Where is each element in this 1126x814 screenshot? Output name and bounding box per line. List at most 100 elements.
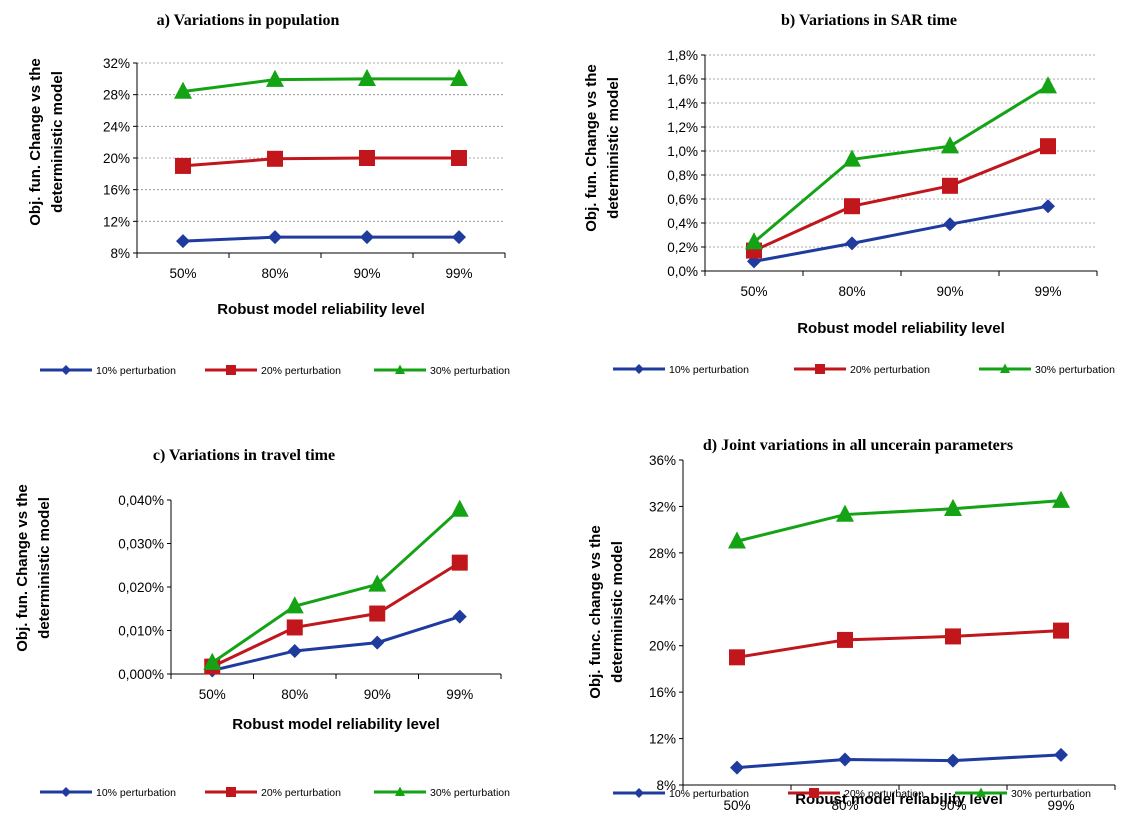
data-point [268, 230, 282, 245]
data-point [175, 157, 191, 174]
chart-title: d) Joint variations in all uncerain para… [703, 437, 1013, 454]
series-3 [745, 76, 1057, 250]
data-point [1052, 490, 1070, 508]
legend: 10% perturbation 20% perturbation 30% pert… [40, 786, 510, 799]
data-point [203, 652, 222, 670]
y-tick-label: 28% [649, 546, 676, 561]
legend-label: 10% perturbation [96, 787, 176, 799]
series-line [211, 508, 461, 664]
data-point [946, 753, 960, 768]
legend: 10% perturbation 20% perturbation 30% pert… [40, 364, 510, 377]
y-tick-label: 0,040% [118, 493, 164, 508]
x-tick-label: 80% [261, 266, 288, 281]
x-tick-label: 99% [446, 687, 473, 702]
x-tick-label: 90% [936, 284, 963, 299]
data-point [174, 81, 192, 99]
series-2 [204, 554, 468, 675]
data-point [286, 619, 303, 636]
data-point [945, 628, 961, 645]
data-point [452, 230, 466, 245]
data-point [1039, 76, 1057, 94]
y-tick-label: 32% [649, 499, 676, 514]
legend-label: 20% perturbation [261, 787, 341, 799]
legend-marker [61, 365, 71, 375]
series-3 [728, 490, 1070, 549]
legend-marker [809, 788, 819, 798]
y-tick-label: 0,2% [667, 240, 698, 255]
chart-title: a) Variations in population [157, 12, 340, 29]
legend-label: 20% perturbation [850, 364, 930, 376]
data-point [451, 554, 468, 571]
y-tick-label: 28% [103, 88, 130, 103]
series-line [753, 84, 1049, 244]
chart-title: b) Variations in SAR time [781, 12, 957, 29]
y-axis-label-line2: deterministic model [49, 71, 66, 213]
chart-svg: d) Joint variations in all uncerain para… [587, 437, 1116, 813]
data-point [369, 605, 386, 622]
chart-svg: b) Variations in SAR time 0,0% 0,2% 0,4% 0,6… [583, 12, 1115, 376]
legend-label: 20% perturbation [261, 365, 341, 377]
legend-marker [395, 786, 405, 796]
y-tick-label: 12% [649, 732, 676, 747]
data-point [941, 136, 959, 154]
chart-svg: a) Variations in population 8% 12% 16% 20% 24… [27, 12, 510, 377]
x-tick-label: 90% [939, 798, 966, 813]
chart-panel-b: b) Variations in SAR time 0,0% 0,2% 0,4% 0,6… [563, 0, 1126, 390]
x-tick-label: 80% [281, 687, 308, 702]
y-tick-label: 1,6% [667, 72, 698, 87]
y-axis-label-line2: deterministic model [36, 497, 53, 639]
x-tick-label: 99% [1034, 284, 1061, 299]
legend-label: 30% perturbation [1011, 788, 1091, 800]
series-1 [730, 747, 1068, 775]
legend-marker [815, 364, 825, 374]
y-axis-label: Obj. fun. Change vs the [14, 484, 31, 652]
legend-marker [634, 364, 644, 374]
data-point [370, 635, 385, 650]
data-point [285, 596, 304, 614]
series-line [182, 235, 459, 243]
x-tick-label: 99% [445, 266, 472, 281]
x-axis-label: Robust model reliability level [797, 320, 1005, 337]
legend-label: 30% perturbation [1035, 364, 1115, 376]
legend: 10% perturbation 20% perturbation 30% pert… [613, 363, 1115, 376]
series-2 [729, 622, 1069, 666]
y-tick-label: 1,2% [667, 120, 698, 135]
x-tick-label: 50% [199, 687, 226, 702]
data-point [728, 531, 746, 549]
legend-marker [634, 788, 644, 798]
series-line [211, 561, 461, 668]
y-axis-label-line2: deterministic model [605, 77, 622, 219]
series-line [736, 499, 1062, 543]
y-axis-label-line2: deterministic model [609, 541, 626, 683]
legend-label: 30% perturbation [430, 365, 510, 377]
legend-marker [1000, 363, 1010, 373]
data-point [942, 177, 958, 194]
data-point [1041, 199, 1055, 214]
data-point [730, 760, 744, 775]
y-tick-label: 20% [103, 151, 130, 166]
data-point [836, 504, 854, 522]
series-line [182, 77, 459, 93]
chart-panel-a: a) Variations in population 8% 12% 16% 20% 24… [0, 0, 563, 390]
y-axis-label: Obj. fun. Change vs the [583, 64, 600, 232]
y-axis-label: Obj. func. change vs the [587, 525, 604, 698]
legend: 10% perturbation 20% perturbation 30% pert… [613, 787, 1091, 800]
y-tick-label: 24% [103, 119, 130, 134]
legend-label: 20% perturbation [844, 788, 924, 800]
y-tick-label: 0,8% [667, 168, 698, 183]
data-point [729, 649, 745, 666]
series-2 [746, 138, 1056, 259]
y-tick-label: 1,8% [667, 48, 698, 63]
data-point [266, 69, 284, 87]
y-tick-label: 24% [649, 592, 676, 607]
data-point [944, 498, 962, 516]
data-point [267, 150, 283, 167]
series-3 [174, 68, 468, 99]
legend-marker [395, 364, 405, 374]
series-line [753, 204, 1049, 263]
chart-svg: c) Variations in travel time 0,000% 0,010%… [14, 447, 510, 799]
x-tick-label: 50% [723, 798, 750, 813]
x-axis-label: Robust model reliability level [795, 791, 1003, 808]
y-tick-label: 16% [103, 183, 130, 198]
data-point [287, 643, 302, 658]
